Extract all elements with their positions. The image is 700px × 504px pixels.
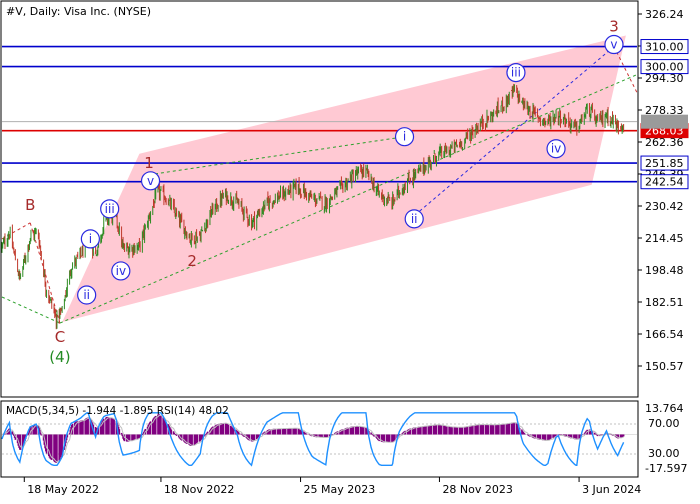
price-tick-label: 294.30 <box>645 72 684 85</box>
wave-label-circle <box>77 285 97 305</box>
current-price-box <box>641 114 688 129</box>
wave-label: v <box>610 38 617 52</box>
rsi-level-70-label: 70.00 <box>648 417 680 430</box>
wave-label-circle <box>404 209 424 229</box>
wave-label: iv <box>116 264 126 278</box>
price-tick-label: 214.45 <box>645 232 684 245</box>
trend-line <box>1 296 61 324</box>
date-tick-label: 25 May 2023 <box>304 483 376 496</box>
rsi-line <box>1 412 625 467</box>
level-price-box <box>640 155 689 171</box>
wave-label: iii <box>105 202 115 216</box>
level-price-label: 251.85 <box>645 157 684 170</box>
level-price-box <box>640 174 689 190</box>
indicator-panel: MACD(5,34,5) -1.944 -1.895 RSI(14) 48.02… <box>0 400 687 478</box>
trend-channel <box>62 35 626 323</box>
wave-label-circle <box>140 171 161 191</box>
wave-label-circle <box>604 34 624 55</box>
wave-label: (4) <box>49 348 70 366</box>
price-tick-label: 166.54 <box>645 328 684 341</box>
wave-label: i <box>89 232 92 246</box>
wave-label-circle <box>546 139 566 159</box>
wave-label: C <box>55 328 65 346</box>
price-tick-label: 150.57 <box>645 360 684 373</box>
price-tick-label: 230.42 <box>645 200 684 213</box>
price-tick-label: 278.33 <box>645 104 684 117</box>
price-tick-label: 262.36 <box>645 136 684 149</box>
level-price-box <box>640 39 689 55</box>
rsi-level-30-label: 30.00 <box>648 447 680 460</box>
wave-label: ii <box>83 288 90 302</box>
main-chart-title: #V, Daily: Visa Inc. (NYSE) <box>6 5 151 18</box>
indicator-frame <box>0 400 639 478</box>
level-price-box <box>640 59 689 75</box>
wave-label: 1 <box>144 154 154 172</box>
wave-label: ii <box>411 212 418 226</box>
trend-line <box>148 136 405 176</box>
wave-label: iii <box>511 66 521 80</box>
indicator-title: MACD(5,34,5) -1.944 -1.895 RSI(14) 48.02 <box>6 405 229 417</box>
wave-label-circle <box>100 199 120 219</box>
wave-label: iv <box>551 142 561 156</box>
date-tick-label: 3 Jun 2024 <box>582 483 641 496</box>
trend-line <box>613 46 638 93</box>
macd-axis-top-label: 13.764 <box>645 402 684 415</box>
wave-label: B <box>25 196 35 214</box>
price-tick-label: 182.51 <box>645 296 684 309</box>
date-tick-label: 28 Nov 2023 <box>442 483 512 496</box>
wave-label: 2 <box>187 252 197 270</box>
wave-label-circle <box>394 127 415 147</box>
date-tick-label: 18 May 2022 <box>27 483 99 496</box>
wave-label-circle <box>111 261 131 281</box>
date-axis: 18 May 2022 18 Nov 2022 25 May 2023 28 Nov … <box>23 477 641 496</box>
level-price-label: 310.00 <box>645 41 684 54</box>
macd-signal-line <box>1 414 624 463</box>
wave-label: v <box>147 174 154 188</box>
trend-line <box>59 74 638 324</box>
price-tick-label: 198.48 <box>645 264 684 277</box>
level-price-label: 300.00 <box>645 61 684 74</box>
date-tick-label: 18 Nov 2022 <box>164 483 234 496</box>
macd-axis-bottom-label: -17.597 <box>645 462 687 475</box>
wave-label-circle <box>80 229 100 249</box>
wave-label-circle <box>506 62 526 83</box>
trend-line <box>410 46 615 220</box>
price-tick-label: 326.24 <box>645 8 684 21</box>
main-chart-frame <box>0 0 639 398</box>
level-price-label: 242.54 <box>645 176 684 189</box>
wave-label: 3 <box>609 18 619 36</box>
wave-label: i <box>403 130 406 144</box>
